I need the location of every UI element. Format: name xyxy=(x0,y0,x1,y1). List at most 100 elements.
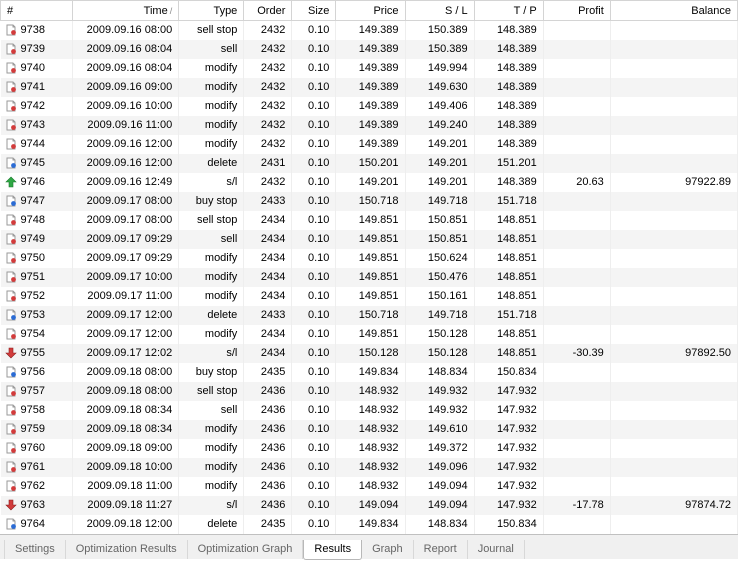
cell-order: 2434 xyxy=(244,287,292,306)
cell-balance xyxy=(610,287,737,306)
cell-order: 2432 xyxy=(244,40,292,59)
col-header-balance[interactable]: Balance xyxy=(610,1,737,21)
table-row[interactable]: 97442009.09.16 12:00modify24320.10149.38… xyxy=(1,135,738,154)
table-row[interactable]: 97402009.09.16 08:04modify24320.10149.38… xyxy=(1,59,738,78)
table-row[interactable]: 97582009.09.18 08:34sell24360.10148.9321… xyxy=(1,401,738,420)
table-row[interactable]: 97642009.09.18 12:00delete24350.10149.83… xyxy=(1,515,738,534)
cell-sl: 149.994 xyxy=(405,59,474,78)
red-icon xyxy=(5,43,17,55)
cell-type: modify xyxy=(179,78,244,97)
table-row[interactable]: 97622009.09.18 11:00modify24360.10148.93… xyxy=(1,477,738,496)
cell-price: 149.851 xyxy=(336,325,405,344)
cell-order: 2434 xyxy=(244,268,292,287)
cell-size: 0.10 xyxy=(292,230,336,249)
cell-size: 0.10 xyxy=(292,477,336,496)
cell-type: modify xyxy=(179,97,244,116)
row-id-text: 9757 xyxy=(21,385,45,397)
cell-id: 9743 xyxy=(1,116,73,135)
cell-time: 2009.09.16 12:49 xyxy=(73,173,179,192)
cell-sl: 149.240 xyxy=(405,116,474,135)
cell-order: 2435 xyxy=(244,515,292,534)
table-row[interactable]: 97552009.09.17 12:02s/l24340.10150.12815… xyxy=(1,344,738,363)
table-row[interactable]: 97432009.09.16 11:00modify24320.10149.38… xyxy=(1,116,738,135)
cell-tp: 148.389 xyxy=(474,97,543,116)
cell-type: s/l xyxy=(179,344,244,363)
col-header-sl[interactable]: S / L xyxy=(405,1,474,21)
cell-profit xyxy=(543,78,610,97)
cell-sl: 150.128 xyxy=(405,325,474,344)
col-header-type[interactable]: Type xyxy=(179,1,244,21)
cell-tp: 148.389 xyxy=(474,116,543,135)
table-row[interactable]: 97482009.09.17 08:00sell stop24340.10149… xyxy=(1,211,738,230)
table-row[interactable]: 97512009.09.17 10:00modify24340.10149.85… xyxy=(1,268,738,287)
cell-order: 2436 xyxy=(244,420,292,439)
red-icon xyxy=(5,328,17,340)
table-row[interactable]: 97462009.09.16 12:49s/l24320.10149.20114… xyxy=(1,173,738,192)
table-row[interactable]: 97612009.09.18 10:00modify24360.10148.93… xyxy=(1,458,738,477)
tab-journal[interactable]: Journal xyxy=(468,540,525,559)
cell-balance xyxy=(610,40,737,59)
cell-profit xyxy=(543,154,610,173)
cell-profit xyxy=(543,382,610,401)
table-row[interactable]: 97632009.09.18 11:27s/l24360.10149.09414… xyxy=(1,496,738,515)
table-row[interactable]: 97572009.09.18 08:00sell stop24360.10148… xyxy=(1,382,738,401)
cell-type: s/l xyxy=(179,496,244,515)
col-header-time[interactable]: Time/ xyxy=(73,1,179,21)
cell-price: 148.932 xyxy=(336,401,405,420)
cell-size: 0.10 xyxy=(292,173,336,192)
table-row[interactable]: 97492009.09.17 09:29sell24340.10149.8511… xyxy=(1,230,738,249)
table-row[interactable]: 97382009.09.16 08:00sell stop24320.10149… xyxy=(1,21,738,40)
cell-tp: 147.932 xyxy=(474,420,543,439)
col-header-price[interactable]: Price xyxy=(336,1,405,21)
table-row[interactable]: 97602009.09.18 09:00modify24360.10148.93… xyxy=(1,439,738,458)
cell-price: 149.389 xyxy=(336,135,405,154)
cell-price: 149.389 xyxy=(336,59,405,78)
table-row[interactable]: 97592009.09.18 08:34modify24360.10148.93… xyxy=(1,420,738,439)
cell-type: modify xyxy=(179,135,244,154)
tab-settings[interactable]: Settings xyxy=(4,540,66,559)
cell-size: 0.10 xyxy=(292,97,336,116)
cell-size: 0.10 xyxy=(292,306,336,325)
col-header-profit[interactable]: Profit xyxy=(543,1,610,21)
cell-sl: 149.372 xyxy=(405,439,474,458)
cell-id: 9759 xyxy=(1,420,73,439)
table-row[interactable]: 97532009.09.17 12:00delete24330.10150.71… xyxy=(1,306,738,325)
red-icon xyxy=(5,461,17,473)
cell-sl: 149.932 xyxy=(405,401,474,420)
tab-report[interactable]: Report xyxy=(414,540,468,559)
col-header-order[interactable]: Order xyxy=(244,1,292,21)
table-row[interactable]: 97472009.09.17 08:00buy stop24330.10150.… xyxy=(1,192,738,211)
cell-sl: 149.201 xyxy=(405,173,474,192)
table-row[interactable]: 97422009.09.16 10:00modify24320.10149.38… xyxy=(1,97,738,116)
table-row[interactable]: 97562009.09.18 08:00buy stop24350.10149.… xyxy=(1,363,738,382)
table-row[interactable]: 97452009.09.16 12:00delete24310.10150.20… xyxy=(1,154,738,173)
cell-tp: 148.851 xyxy=(474,249,543,268)
cell-balance xyxy=(610,401,737,420)
col-header-size[interactable]: Size xyxy=(292,1,336,21)
cell-order: 2433 xyxy=(244,306,292,325)
table-row[interactable]: 97502009.09.17 09:29modify24340.10149.85… xyxy=(1,249,738,268)
col-header-id[interactable]: # xyxy=(1,1,73,21)
row-id-text: 9742 xyxy=(21,100,45,112)
cell-type: modify xyxy=(179,116,244,135)
table-row[interactable]: 97542009.09.17 12:00modify24340.10149.85… xyxy=(1,325,738,344)
cell-tp: 148.389 xyxy=(474,135,543,154)
cell-tp: 147.932 xyxy=(474,401,543,420)
cell-type: buy stop xyxy=(179,192,244,211)
row-id-text: 9744 xyxy=(21,138,45,150)
table-row[interactable]: 97412009.09.16 09:00modify24320.10149.38… xyxy=(1,78,738,97)
table-row[interactable]: 97522009.09.17 11:00modify24340.10149.85… xyxy=(1,287,738,306)
row-id-text: 9759 xyxy=(21,423,45,435)
table-row[interactable]: 97392009.09.16 08:04sell24320.10149.3891… xyxy=(1,40,738,59)
cell-type: modify xyxy=(179,477,244,496)
tab-optimization-graph[interactable]: Optimization Graph xyxy=(188,540,304,559)
cell-time: 2009.09.16 09:00 xyxy=(73,78,179,97)
tab-graph[interactable]: Graph xyxy=(362,540,414,559)
tab-results[interactable]: Results xyxy=(303,540,362,560)
cell-size: 0.10 xyxy=(292,287,336,306)
row-id-text: 9740 xyxy=(21,62,45,74)
row-id-text: 9753 xyxy=(21,309,45,321)
col-header-tp[interactable]: T / P xyxy=(474,1,543,21)
cell-balance xyxy=(610,363,737,382)
tab-optimization-results[interactable]: Optimization Results xyxy=(66,540,188,559)
